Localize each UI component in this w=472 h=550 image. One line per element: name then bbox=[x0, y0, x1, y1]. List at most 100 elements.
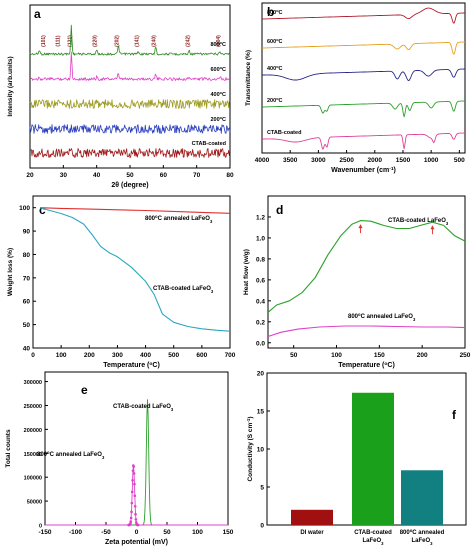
panel-f-ylabel-part: -1 bbox=[246, 418, 251, 423]
panel-c-xtick-label: 300 bbox=[112, 352, 123, 359]
panel-d-series-label-part: CTAB-coated LaFeO bbox=[388, 218, 446, 224]
panel-a-peak-label: (242) bbox=[185, 35, 191, 47]
panel-b-xtick-label: 1500 bbox=[396, 157, 411, 164]
panel-c-series-line bbox=[39, 207, 231, 214]
panel-f-letter: f bbox=[452, 408, 457, 422]
panel-b-series-label-part: C bbox=[279, 66, 283, 72]
panel-b-series-label-part: 400 bbox=[267, 66, 276, 72]
panel-c-xtick-label: 200 bbox=[84, 352, 95, 359]
panel-d-ytick-label: 0.2 bbox=[256, 319, 265, 326]
panel-b-xtick-label: 4000 bbox=[255, 157, 270, 164]
panel-b-frame bbox=[261, 2, 466, 154]
panel-d-xlabel-part: o bbox=[384, 362, 387, 367]
panel-f-ylabel-part: ) bbox=[247, 416, 254, 418]
panel-b-xlabel: Wavenumber (cm-1) bbox=[331, 166, 396, 175]
panel-c-xtick-label: 400 bbox=[140, 352, 151, 359]
panel-d-series-label-part: o bbox=[358, 312, 361, 317]
panel-a-series-label-part: 800 bbox=[210, 42, 219, 48]
panel-d-arrow-head bbox=[430, 225, 435, 230]
panel-f-bar bbox=[291, 509, 333, 525]
panel-d-series-line bbox=[267, 325, 466, 338]
panel-a-series-label-part: o bbox=[220, 116, 223, 120]
panel-d-ytick-label: 0.0 bbox=[256, 340, 265, 347]
panel-a-xtick-label: 60 bbox=[160, 172, 168, 179]
panel-d-ytick-label: 0.8 bbox=[256, 256, 265, 263]
panel-a-ylabel: Intensity (arb.units) bbox=[7, 56, 14, 116]
panel-a-xtick-label: 50 bbox=[126, 172, 134, 179]
panel-b-series-line bbox=[262, 132, 465, 150]
panel-a-peak-label: (111) bbox=[55, 35, 61, 46]
panel-f-category-label: 800oC annealed bbox=[400, 528, 445, 537]
panel-b-series-label-part: o bbox=[276, 97, 279, 101]
panel-c-ytick-label: 100 bbox=[19, 205, 30, 212]
panel-e-series-marker bbox=[131, 478, 134, 482]
panel-f-category-label-part: CTAB-coated bbox=[354, 530, 392, 536]
panel-a-peak-label: (202) bbox=[114, 35, 120, 47]
panel-f-category-label-line2: LaFeO3 bbox=[362, 538, 384, 546]
panel-f-category-label-part: 800 bbox=[400, 530, 411, 536]
panel-c-series-line bbox=[39, 207, 231, 332]
panel-f-category-label-line2-part: 3 bbox=[381, 541, 384, 546]
panel-e-letter: e bbox=[81, 383, 88, 397]
panel-b-series-line bbox=[262, 100, 465, 118]
panel-e-series-label-part: C annealed LaFeO bbox=[50, 452, 103, 458]
panel-e-series-marker bbox=[130, 501, 134, 505]
panel-d-arrow-head bbox=[358, 224, 363, 229]
panel-f-ytick-label: 10 bbox=[257, 447, 265, 454]
panel-e-series-marker bbox=[129, 520, 133, 523]
panel-f-ylabel-part: Conductivity (S cm bbox=[247, 422, 254, 481]
panel-a-peak-label: (101) bbox=[41, 35, 47, 47]
panel-e-ytick-label: 50000 bbox=[27, 500, 42, 506]
panel-d-series-label-part: 3 bbox=[446, 221, 449, 226]
panel-b-series-label-part: CTAB-coated bbox=[267, 130, 301, 136]
panel-b-xlabel-part: ) bbox=[394, 167, 396, 174]
panel-a-series-line bbox=[29, 99, 231, 109]
panel-e-series-label: 800oC annealed LaFeO3 bbox=[37, 450, 105, 460]
panel-e-ytick-label: 150000 bbox=[24, 452, 42, 458]
panel-c-xtick-label: 600 bbox=[196, 352, 207, 359]
panel-f-category-label-line2-part: LaFeO bbox=[411, 538, 430, 544]
panel-e-series-marker bbox=[136, 523, 140, 527]
panel-b-series-label-part: C bbox=[279, 10, 283, 16]
panel-f-category-label-part: DI water bbox=[300, 530, 324, 536]
panel-b-series-label: 400oC bbox=[267, 65, 283, 72]
panel-a-xtick-label: 20 bbox=[26, 172, 34, 179]
panel-e-xlabel: Zeta potential (mV) bbox=[105, 539, 168, 546]
panel-d-xtick-label: 100 bbox=[331, 352, 342, 359]
panel-c-ytick-label: 50 bbox=[23, 322, 31, 329]
panel-b-xlabel-part: -1 bbox=[389, 166, 394, 172]
panel-e-ylabel: Total counts bbox=[5, 429, 12, 468]
panel-c-series-label-part: 3 bbox=[210, 219, 213, 224]
panel-a-xlabel: 2θ (degree) bbox=[111, 182, 148, 189]
panel-c-xlabel-part: o bbox=[149, 362, 152, 367]
panel-c-ytick-label: 40 bbox=[23, 346, 31, 353]
panel-c-series-label-part: C annealed LaFeO bbox=[158, 216, 211, 222]
panel-b-xtick-label: 500 bbox=[454, 157, 465, 164]
panel-e-ytick-label: 100000 bbox=[24, 476, 42, 482]
panel-e-xtick-label: 0 bbox=[135, 529, 139, 536]
panel-c-series-label-part: 800 bbox=[145, 216, 156, 222]
panel-c-xtick-label: 700 bbox=[225, 352, 236, 359]
panel-a-series-label-part: CTAB-coated bbox=[192, 141, 226, 147]
panel-f-bar bbox=[352, 392, 394, 525]
panel-b-xtick-label: 3000 bbox=[311, 157, 326, 164]
panel-e-series-marker bbox=[131, 469, 135, 472]
panel-a-xtick-label: 30 bbox=[60, 172, 68, 179]
panel-b-series-label-part: o bbox=[276, 65, 279, 69]
panel-c-series-label: 800oC annealed LaFeO3 bbox=[145, 214, 213, 224]
panel-b-xtick-label: 1000 bbox=[424, 157, 439, 164]
panel-d-ytick-label: 1.2 bbox=[256, 214, 265, 221]
panel-a-xtick-label: 40 bbox=[93, 172, 101, 179]
panel-e-series-marker bbox=[129, 516, 133, 520]
panel-b-xtick-label: 2500 bbox=[339, 157, 354, 164]
panel-b-series-label: CTAB-coated bbox=[267, 130, 301, 136]
panel-d-xtick-label: 250 bbox=[460, 352, 471, 359]
panel-a-series-label: 200oC bbox=[210, 116, 226, 123]
panel-e-xtick-label: 100 bbox=[192, 529, 203, 536]
panel-a-series-label-part: C bbox=[222, 42, 226, 48]
panel-d-xlabel-part: Temperature ( bbox=[338, 362, 385, 369]
panel-a-series-label-part: 600 bbox=[210, 67, 219, 73]
panel-c-ytick-label: 70 bbox=[23, 275, 31, 282]
panel-a-series-label-part: o bbox=[220, 66, 223, 70]
panel-e-series-marker bbox=[133, 494, 137, 498]
